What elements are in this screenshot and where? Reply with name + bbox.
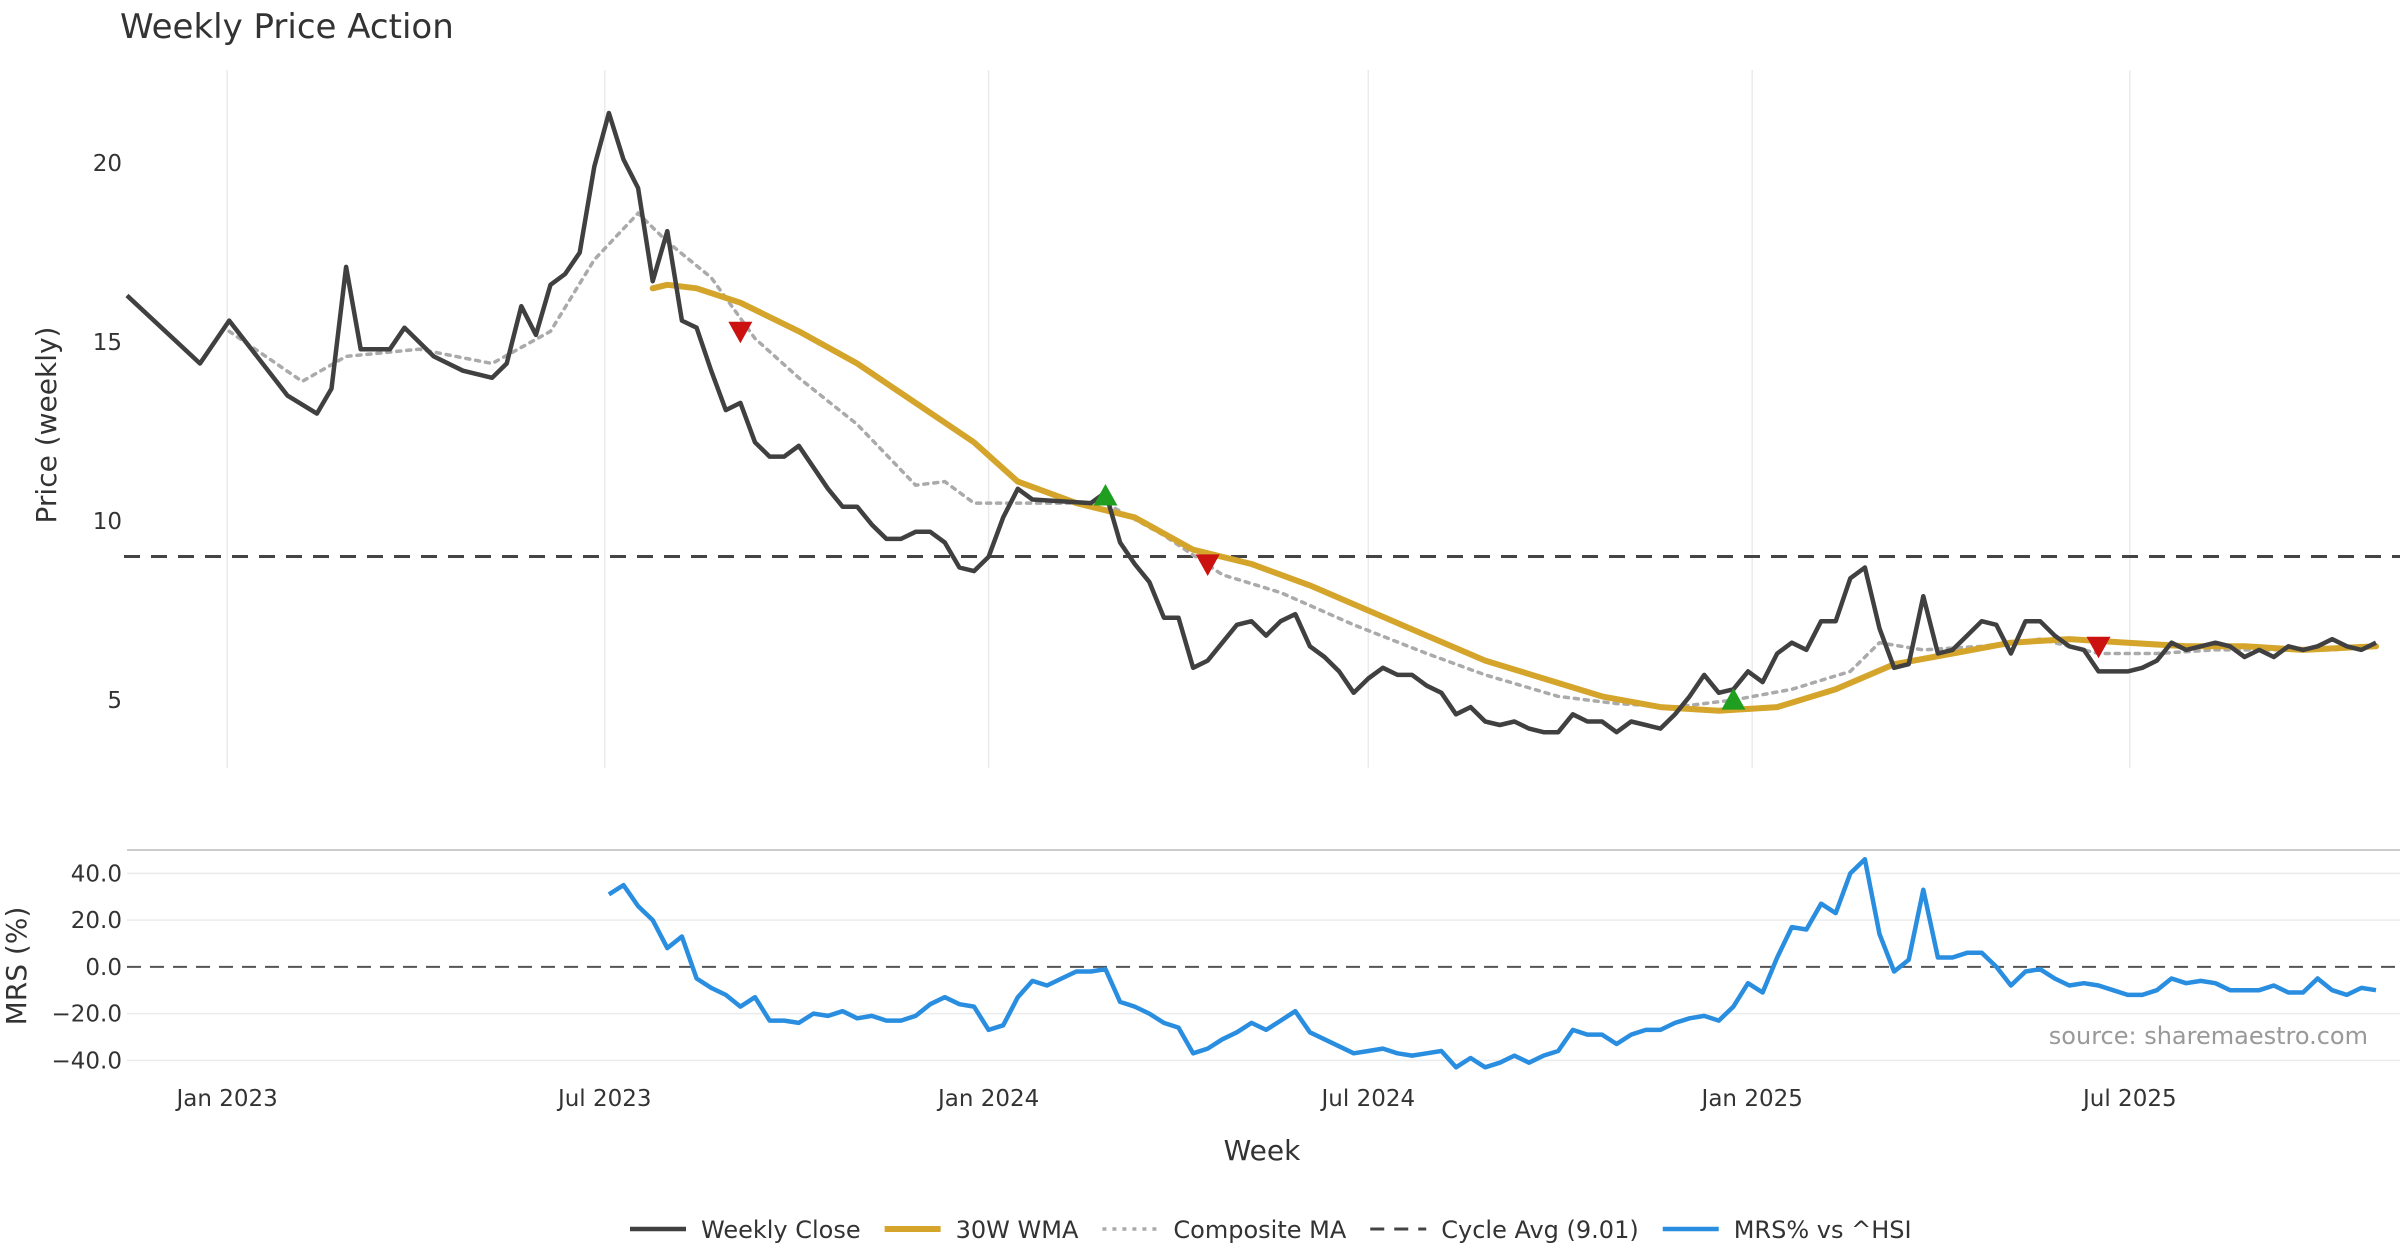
mrs-y-axis-title: MRS (%): [0, 907, 33, 1026]
price-y-tick-2: 15: [93, 330, 122, 356]
buy-marker-3: [1721, 687, 1746, 710]
x-tick-3: Jul 2024: [1320, 1086, 1416, 1112]
price-y-tick-3: 20: [93, 151, 122, 177]
buy-marker-1: [1093, 483, 1118, 506]
legend-label-composite_ma: Composite MA: [1173, 1216, 1346, 1244]
x-axis-title: Week: [1224, 1134, 1301, 1167]
sell-marker-0: [728, 321, 753, 344]
price-y-tick-0: 5: [107, 688, 122, 714]
price-y-axis-title: Price (weekly): [30, 327, 63, 524]
legend-label-cycle_avg: Cycle Avg (9.01): [1441, 1216, 1638, 1244]
legend-label-wma30: 30W WMA: [956, 1216, 1079, 1244]
mrs-panel: 40.0 20.0 0.0 −20.0 −40.0 MRS (%) source: sh…: [0, 849, 2400, 1074]
chart-title: Weekly Price Action: [120, 7, 454, 47]
price-y-ticks: 5 10 15 20: [93, 151, 122, 714]
x-tick-0: Jan 2023: [174, 1086, 277, 1112]
legend: Weekly Close 30W WMA Composite MA Cycle Avg…: [630, 1216, 1912, 1244]
price-series: [124, 110, 2400, 735]
legend-label-close: Weekly Close: [701, 1216, 861, 1244]
price-grid: [226, 70, 2131, 768]
sell-marker-4: [2086, 636, 2111, 659]
wma30-line: [649, 281, 2379, 714]
mrs-y-ticks: 40.0 20.0 0.0 −20.0 −40.0: [52, 861, 122, 1074]
weekly-close-line: [125, 110, 2377, 735]
sell-marker-2: [1195, 554, 1220, 576]
price-y-tick-1: 10: [93, 509, 122, 535]
price-panel: 5 10 15 20 Price (weekly): [30, 70, 2400, 768]
mrs-y-tick-4: −40.0: [52, 1048, 122, 1074]
x-axis-ticks: Jan 2023 Jul 2023 Jan 2024 Jul 2024 Jan 2025…: [174, 1086, 2176, 1112]
legend-label-mrs: MRS% vs ^HSI: [1734, 1216, 1912, 1244]
mrs-y-tick-0: 40.0: [71, 861, 122, 887]
mrs-line: [607, 857, 2377, 1070]
x-tick-2: Jan 2024: [936, 1086, 1039, 1112]
mrs-y-tick-1: 20.0: [71, 908, 122, 934]
signal-markers: [728, 321, 2111, 710]
x-tick-4: Jan 2025: [1700, 1086, 1803, 1112]
mrs-grid: [127, 872, 2400, 1062]
mrs-series: [607, 857, 2377, 1070]
x-tick-5: Jul 2025: [2081, 1086, 2177, 1112]
mrs-y-tick-3: −20.0: [52, 1002, 122, 1028]
x-tick-1: Jul 2023: [556, 1086, 652, 1112]
source-annotation: source: sharemaestro.com: [2049, 1022, 2368, 1050]
mrs-y-tick-2: 0.0: [85, 955, 122, 981]
